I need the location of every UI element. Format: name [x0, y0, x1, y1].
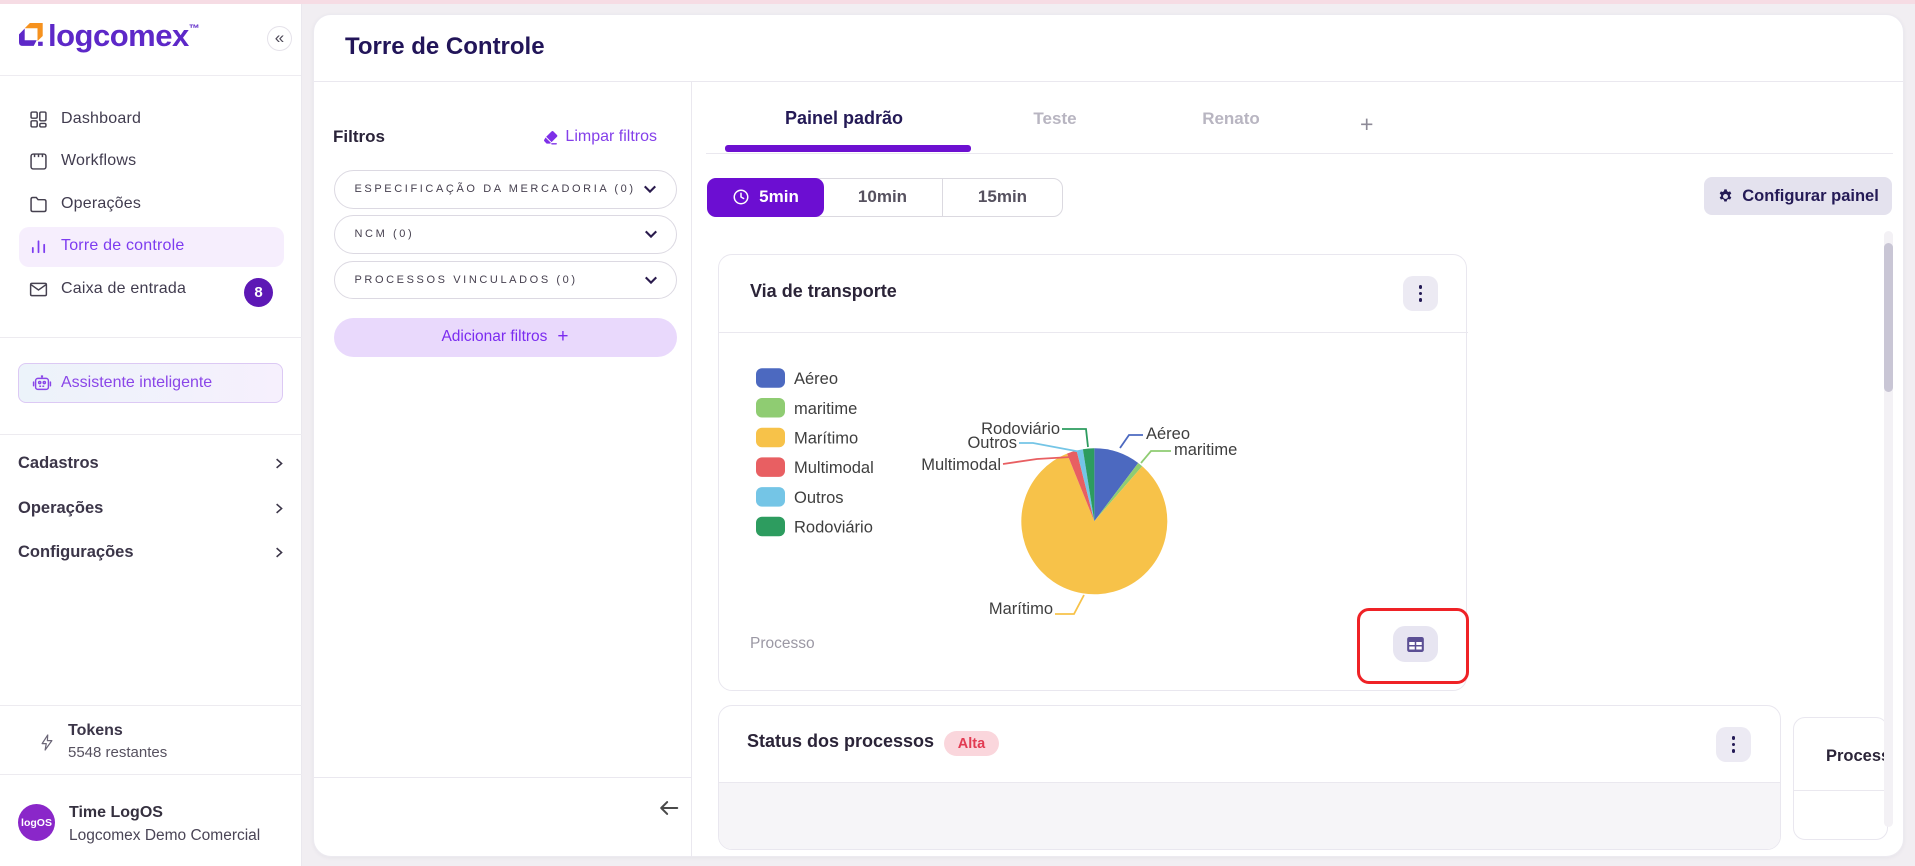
svg-text:Marítimo: Marítimo [989, 600, 1053, 618]
svg-text:Multimodal: Multimodal [794, 459, 874, 477]
svg-text:Multimodal: Multimodal [921, 456, 1001, 474]
svg-text:Rodoviário: Rodoviário [794, 519, 873, 537]
svg-text:Outros: Outros [967, 434, 1017, 452]
svg-text:maritime: maritime [1174, 441, 1237, 459]
svg-text:Aéreo: Aéreo [1146, 425, 1190, 443]
svg-text:Marítimo: Marítimo [794, 430, 858, 448]
svg-text:maritime: maritime [794, 400, 857, 418]
svg-text:Rodoviário: Rodoviário [981, 420, 1060, 438]
svg-text:Aéreo: Aéreo [794, 370, 838, 388]
svg-text:Outros: Outros [794, 489, 844, 507]
